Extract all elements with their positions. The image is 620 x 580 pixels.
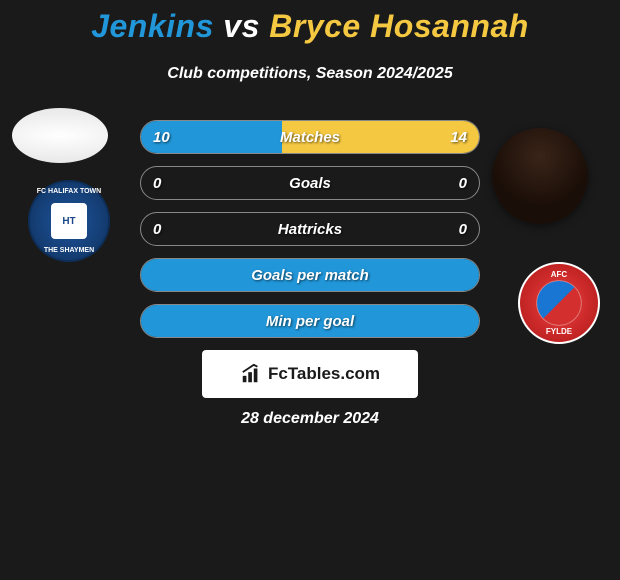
- date-text: 28 december 2024: [0, 410, 620, 428]
- club-right-inner: [537, 281, 581, 325]
- player2-photo: [492, 128, 588, 224]
- stat-row: Hattricks0 0: [140, 212, 480, 246]
- stat-value-left: 0: [153, 167, 161, 199]
- watermark-badge: FcTables.com: [202, 350, 418, 398]
- vs-text: vs: [223, 8, 260, 44]
- stat-row: Min per goal: [140, 304, 480, 338]
- stat-row: Matches10 14: [140, 120, 480, 154]
- stat-value-right: 0: [459, 213, 467, 245]
- club-left-top-text: FC HALIFAX TOWN: [30, 188, 108, 195]
- stat-value-right: 14: [450, 121, 467, 153]
- stat-label: Goals: [141, 167, 479, 199]
- stat-label: Goals per match: [141, 259, 479, 291]
- subtitle-text: Club competitions, Season 2024/2025: [0, 65, 620, 83]
- club-left-bottom-text: THE SHAYMEN: [30, 247, 108, 254]
- player1-name: Jenkins: [91, 8, 214, 44]
- stat-row: Goals0 0: [140, 166, 480, 200]
- stat-value-left: 10: [153, 121, 170, 153]
- player1-photo: [12, 108, 108, 163]
- stat-label: Matches: [141, 121, 479, 153]
- stat-label: Hattricks: [141, 213, 479, 245]
- comparison-title: Jenkins vs Bryce Hosannah: [0, 0, 620, 45]
- stats-container: Matches1014Goals00Hattricks00Goals per m…: [140, 120, 480, 350]
- club-right-abbrev: AFC: [520, 270, 598, 279]
- club-badge-right: AFC FYLDE: [518, 262, 600, 344]
- stat-row: Goals per match: [140, 258, 480, 292]
- player2-name: Bryce Hosannah: [269, 8, 529, 44]
- club-badge-left: FC HALIFAX TOWN HT THE SHAYMEN: [28, 180, 110, 262]
- stat-value-left: 0: [153, 213, 161, 245]
- stat-label: Min per goal: [141, 305, 479, 337]
- club-right-tagline: FYLDE: [520, 327, 598, 336]
- club-left-abbrev: HT: [51, 203, 87, 239]
- watermark-text: FcTables.com: [268, 364, 380, 384]
- chart-icon: [240, 363, 262, 385]
- stat-value-right: 0: [459, 167, 467, 199]
